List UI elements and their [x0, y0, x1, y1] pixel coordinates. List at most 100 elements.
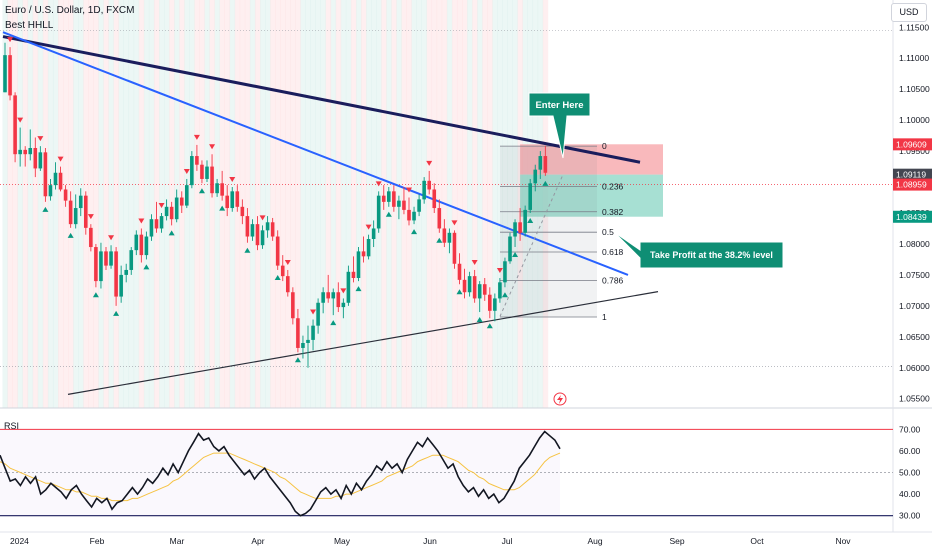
candle-body [23, 149, 27, 155]
candle-body [265, 222, 270, 231]
bg-column [143, 0, 150, 408]
candle-body [78, 195, 83, 209]
candle-body [291, 292, 295, 319]
candle-body [154, 219, 159, 229]
candle-body [3, 55, 7, 93]
rsi-pane: RSI [0, 421, 893, 517]
triangle-down-marker [284, 259, 291, 265]
x-tick-label: 2024 [10, 536, 29, 546]
bg-column [123, 0, 130, 408]
bg-column [275, 0, 281, 408]
x-tick-label: Jul [502, 536, 513, 546]
candle-body [48, 185, 53, 197]
take-profit-zone [520, 174, 663, 217]
triangle-up-marker [219, 205, 226, 211]
annotations[interactable]: Enter Here Take Profit at the 38.2% level [528, 92, 784, 406]
triangle-down-marker [496, 268, 503, 273]
take-profit-callout[interactable] [613, 231, 784, 269]
candle-body [159, 216, 164, 229]
candle-body [169, 206, 174, 220]
candle-body [397, 200, 401, 207]
currency-button[interactable]: USD [891, 3, 927, 22]
triangle-up-marker [385, 211, 392, 217]
candle-body [361, 251, 366, 257]
bg-column [189, 0, 195, 408]
price-label: 1.09609 [896, 139, 927, 149]
bg-column [42, 0, 49, 408]
triangle-up-marker [274, 274, 281, 280]
candle-body [326, 292, 330, 299]
bg-column [295, 0, 301, 408]
bg-column [350, 0, 357, 408]
triangle-up-marker [512, 252, 519, 258]
x-tick-label: Apr [251, 536, 264, 546]
triangle-up-marker [198, 188, 205, 194]
triangle-up-marker [143, 264, 150, 270]
candle-body [129, 250, 134, 270]
candle-body [109, 251, 113, 266]
candle-body [185, 185, 189, 206]
descending-trendline[interactable] [2, 31, 629, 276]
candle-body [331, 292, 336, 299]
candle-body [513, 222, 517, 237]
bg-column [487, 0, 493, 408]
bg-column [467, 0, 473, 408]
candle-body [412, 211, 416, 221]
bg-column [280, 0, 286, 408]
bg-column [340, 0, 347, 408]
enter-here-text: Enter Here [535, 100, 583, 111]
y-tick-label: 1.11000 [899, 53, 929, 63]
candle-body [255, 224, 260, 246]
upper-trendline[interactable] [2, 35, 641, 164]
bg-column [300, 0, 306, 408]
price-label-box [893, 168, 932, 181]
trendlines[interactable] [2, 31, 659, 395]
y-tick-label: 1.07000 [899, 301, 930, 311]
rsi-title: RSI [4, 421, 19, 431]
bg-column [32, 0, 39, 408]
bg-column [462, 0, 468, 408]
candle-body [119, 274, 123, 297]
candle-body [371, 228, 376, 239]
fib-level-label: 0 [602, 141, 607, 151]
triangle-up-marker [244, 247, 251, 253]
bg-column [411, 0, 417, 408]
triangle-down-marker [471, 259, 478, 265]
candle-body [94, 247, 98, 282]
triangle-up-marker [486, 323, 493, 329]
bg-column [482, 0, 488, 408]
candle-body [311, 325, 315, 340]
candle-body [134, 234, 139, 251]
candles [3, 42, 548, 368]
candle-body [381, 195, 386, 202]
candle-body [286, 276, 290, 293]
triangle-up-marker [67, 232, 74, 238]
candle-body [533, 169, 538, 184]
support-trendline[interactable] [67, 291, 659, 395]
triangle-down-marker [158, 203, 165, 208]
candle-body [351, 271, 356, 278]
bg-column [345, 0, 352, 408]
bg-column [244, 0, 251, 408]
triangle-down-marker [87, 214, 94, 220]
triangle-down-marker [375, 181, 382, 187]
bg-column [148, 0, 155, 408]
y-tick-label: 1.06500 [899, 332, 930, 342]
candle-body [452, 232, 457, 264]
fib-level-label: 0.5 [602, 227, 614, 237]
candle-body [493, 298, 497, 311]
candle-body [402, 200, 406, 210]
enter-here-callout[interactable] [528, 92, 591, 159]
candle-body [84, 195, 88, 228]
candle-body [472, 276, 477, 299]
fib-level-label: 0.382 [602, 207, 624, 217]
y-tick-label: 1.06000 [899, 363, 930, 373]
candle-body [250, 224, 255, 237]
bg-column [249, 0, 256, 408]
bg-column [52, 0, 59, 408]
rsi-y-tick-label: 30.00 [899, 511, 921, 521]
bg-column [320, 0, 326, 408]
candle-body [235, 191, 240, 207]
